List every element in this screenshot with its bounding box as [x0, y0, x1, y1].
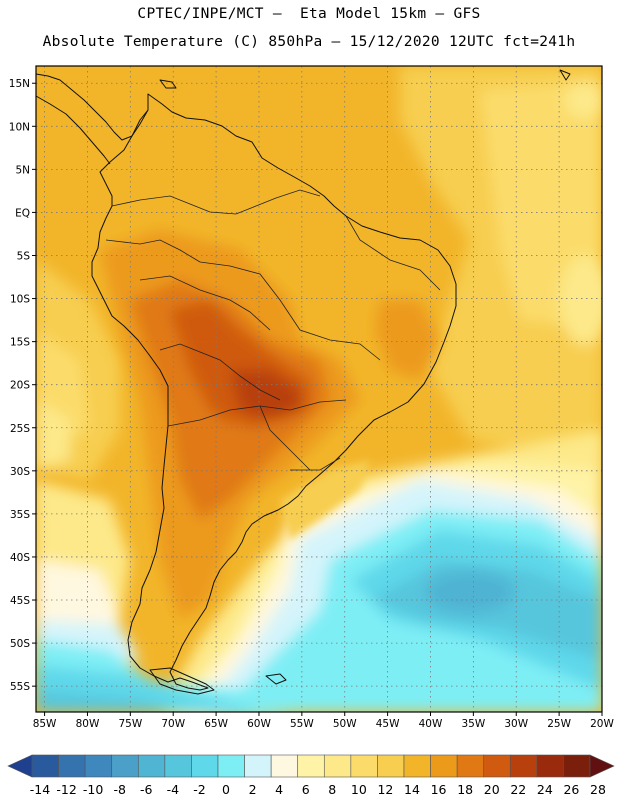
caribbean-island-1: [159, 79, 177, 89]
colorbar-swatch: [191, 754, 219, 778]
colorbar-swatch: [244, 754, 272, 778]
map-frame: [35, 65, 603, 713]
colorbar-swatch: [377, 754, 405, 778]
caribbean-coast: [35, 95, 111, 165]
colorbar-swatch: [217, 754, 245, 778]
lon-tick-label: 30W: [504, 718, 528, 730]
lat-tick-label: 20S: [10, 380, 30, 392]
colorbar-max-arrow: [589, 754, 615, 778]
lon-tick-label: 65W: [204, 718, 228, 730]
colorbar-label: -6: [140, 782, 153, 797]
lon-tick-label: 75W: [118, 718, 142, 730]
falklands: [265, 673, 287, 685]
colorbar-label: 4: [275, 782, 283, 797]
field-brazil-current: [280, 460, 370, 540]
field-south-atlantic: [160, 430, 602, 712]
colorbar-label: 26: [563, 782, 579, 797]
lon-tick-label: 50W: [333, 718, 357, 730]
temperature-field: [36, 66, 602, 712]
colorbar-swatch: [137, 754, 166, 778]
colorbar-label: 18: [457, 782, 473, 797]
colorbar-swatch: [164, 754, 192, 778]
colorbar-label: 12: [377, 782, 393, 797]
colorbar-swatch: [430, 754, 458, 778]
colorbar-label: -4: [167, 782, 180, 797]
coastlines: [35, 69, 571, 695]
lon-tick-label: 25W: [547, 718, 571, 730]
colorbar-swatch: [297, 754, 325, 778]
colorbar-label: 0: [222, 782, 230, 797]
lon-tick-label: 45W: [376, 718, 400, 730]
colorbar-min-arrow: [7, 754, 33, 778]
colorbar-label: 2: [249, 782, 257, 797]
lat-tick-label: 15S: [10, 337, 30, 349]
lat-tick-label: 40S: [10, 552, 30, 564]
lat-tick-label: 5S: [17, 250, 31, 262]
lat-tick-label: 45S: [10, 595, 30, 607]
colorbar-label: 20: [484, 782, 500, 797]
colorbar-swatch: [456, 754, 485, 778]
lon-tick-label: 40W: [419, 718, 443, 730]
central-america-coast: [35, 73, 149, 141]
colorbar-swatch: [84, 754, 113, 778]
lon-tick-label: 35W: [461, 718, 485, 730]
lon-tick-label: 20W: [590, 718, 614, 730]
colorbar-label: 24: [537, 782, 553, 797]
colorbar-swatch: [403, 754, 431, 778]
lat-tick-label: 10S: [10, 294, 30, 306]
colorbar-label: 14: [404, 782, 420, 797]
lon-tick-label: 70W: [161, 718, 185, 730]
lat-tick-label: 55S: [10, 681, 30, 693]
colorbar-swatch: [270, 754, 299, 778]
caribbean-island-2: [559, 69, 571, 81]
title-line-2: Absolute Temperature (C) 850hPa – 15/12/…: [42, 34, 576, 50]
colorbar-swatch: [509, 754, 538, 778]
colorbar-swatch: [111, 754, 139, 778]
lat-tick-label: EQ: [15, 207, 30, 219]
colorbar-swatch: [483, 754, 511, 778]
lat-tick-label: 35S: [10, 509, 30, 521]
lat-tick-label: 50S: [10, 638, 30, 650]
lat-tick-label: 25S: [10, 423, 30, 435]
colorbar-label: 6: [302, 782, 310, 797]
lon-tick-label: 80W: [76, 718, 100, 730]
lat-tick-label: 10N: [9, 121, 30, 133]
field-south-pacific: [36, 480, 300, 712]
colorbar-swatch: [58, 754, 86, 778]
lon-tick-label: 55W: [290, 718, 314, 730]
colorbar-label: -12: [56, 782, 76, 797]
lon-tick-label: 60W: [247, 718, 271, 730]
colorbar-swatch: [323, 754, 352, 778]
tierra-del-fuego: [149, 667, 215, 695]
colorbar: -14 -12 -10 -8 -6 -4 -2 0 2 4 6 8 10 12 14 16 18 20 22 24 26…: [7, 754, 615, 797]
national-borders: [105, 189, 441, 471]
colorbar-label: 16: [431, 782, 447, 797]
colorbar-label: 28: [590, 782, 606, 797]
latitude-axis: 15N 10N 5N EQ 5S 10S 15S 20S 25S 30S 35S 40S 45S 50S 5…: [9, 78, 36, 693]
colorbar-label: -8: [113, 782, 126, 797]
colorbar-label: -10: [83, 782, 103, 797]
colorbar-swatch: [536, 754, 564, 778]
colorbar-swatch: [31, 754, 59, 778]
colorbar-swatch: [563, 754, 591, 778]
colorbar-label: 10: [351, 782, 367, 797]
colorbar-label: 8: [328, 782, 336, 797]
colorbar-swatch: [350, 754, 378, 778]
lon-tick-label: 85W: [33, 718, 57, 730]
lat-tick-label: 15N: [9, 78, 30, 90]
colorbar-label: -14: [30, 782, 50, 797]
field-northeast-atlantic: [400, 66, 602, 470]
south-america-coast: [91, 93, 457, 691]
title-line-1: CPTEC/INPE/MCT – Eta Model 15km – GFS: [137, 6, 481, 22]
colorbar-label: 22: [510, 782, 526, 797]
lat-tick-label: 5N: [15, 164, 30, 176]
longitude-axis: 85W 80W 75W 70W 65W 60W 55W 50W 45W 40W 35W 30W 25W 2…: [33, 712, 614, 730]
lat-tick-label: 30S: [10, 466, 30, 478]
colorbar-label: -2: [193, 782, 205, 797]
